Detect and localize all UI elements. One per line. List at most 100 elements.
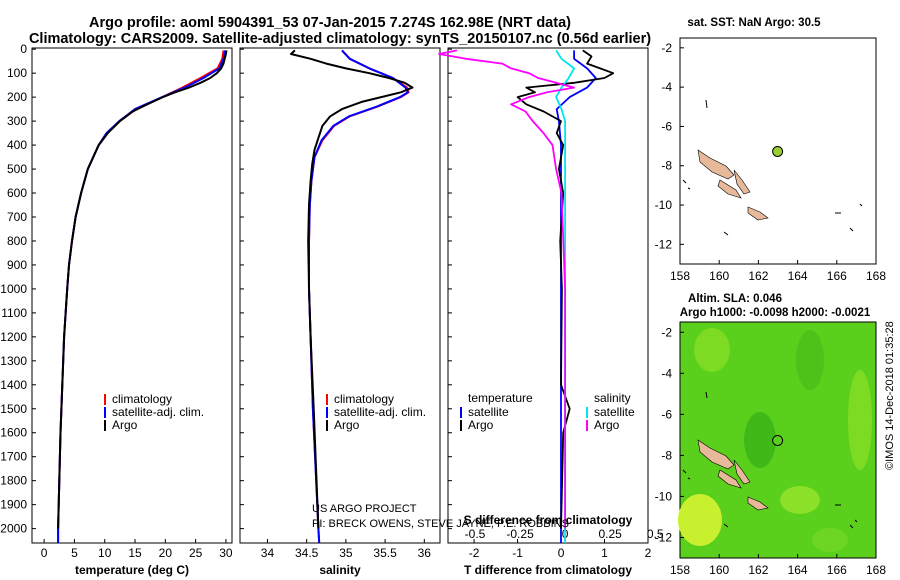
lat-tick-label: -4	[661, 366, 672, 380]
sla-patch	[694, 328, 730, 372]
depth-tick-label: 0	[20, 42, 27, 56]
lon-tick-label: 160	[709, 563, 729, 577]
profile-line-t-argo	[516, 49, 615, 529]
depth-tick-label: 1900	[0, 498, 27, 512]
figure-title-line1: Argo profile: aoml 5904391_53 07-Jan-201…	[89, 15, 571, 31]
t-difference-axis-label: T difference from climatology	[464, 563, 632, 577]
legend-label-satellite: satellite-adj. clim.	[334, 405, 426, 419]
s-diff-tick-label: 0.25	[598, 527, 622, 541]
depth-tick-label: 500	[7, 162, 27, 176]
salinity-axis-label: salinity	[319, 563, 361, 577]
salinity-legend: climatology satellite-adj. clim. Argo	[326, 392, 426, 432]
sla-patch	[848, 370, 872, 470]
sla-patch	[780, 486, 820, 514]
sla-map-subtitle: Argo h1000: -0.0098 h2000: -0.0021	[680, 307, 871, 319]
depth-tick-label: 1400	[0, 378, 27, 392]
profile-line-climatology	[57, 50, 225, 543]
island	[717, 469, 742, 489]
sla-patch	[812, 528, 848, 552]
profile-line-s-argo	[438, 49, 575, 529]
profile-line-argo	[57, 50, 228, 529]
temperature-plot-frame	[31, 47, 233, 544]
s-diff-tick-label: 0.5	[647, 527, 664, 541]
lat-tick-label: -2	[661, 41, 672, 55]
lat-tick-label: -6	[661, 119, 672, 133]
depth-tick-label: 800	[7, 234, 27, 248]
x-tick-label: 5	[71, 546, 78, 560]
lat-tick-label: -10	[655, 198, 673, 212]
small-islands	[682, 391, 858, 529]
figure-title-line2: Climatology: CARS2009. Satellite-adjuste…	[29, 31, 651, 47]
profile-line-argo	[290, 49, 414, 529]
x-tick-label: -1	[512, 546, 523, 560]
legend-swatch-climatology	[326, 394, 328, 405]
legend-swatch-satellite	[104, 407, 106, 418]
lon-tick-label: 164	[788, 269, 808, 283]
depth-tick-label: 700	[7, 210, 27, 224]
legend-label-argo: Argo	[112, 418, 138, 432]
x-tick-label: 0	[558, 546, 565, 560]
s-diff-tick-label: -0.5	[465, 527, 486, 541]
legend-heading-salinity: salinity	[594, 391, 631, 405]
lat-tick-label: -8	[661, 448, 672, 462]
depth-tick-label: 200	[7, 90, 27, 104]
sla-map-land	[682, 391, 858, 529]
lat-tick-label: -8	[661, 159, 672, 173]
island	[747, 496, 769, 511]
legend-label-climatology: climatology	[112, 392, 172, 406]
lon-tick-label: 168	[866, 269, 886, 283]
legend-swatch-s-argo	[586, 420, 588, 431]
x-tick-label: 30	[219, 546, 233, 560]
sla-map-ticks: 158 160 162 164 166 168 -2 -4 -6 -8 -10 -12	[655, 325, 887, 577]
temperature-axis-label: temperature (deg C)	[75, 563, 189, 577]
legend-label-satellite: satellite-adj. clim.	[112, 405, 204, 419]
small-islands	[682, 99, 863, 236]
depth-tick-label: 1100	[1, 306, 27, 320]
lat-tick-label: -12	[655, 237, 673, 251]
lat-tick-label: -2	[661, 325, 672, 339]
salinity-plot-frame	[239, 47, 441, 544]
depth-tick-label: 1300	[0, 354, 27, 368]
profile-lines	[57, 49, 615, 544]
sst-map-land	[682, 99, 863, 236]
argo-location-marker	[772, 434, 784, 446]
depth-tick-label: 900	[7, 258, 27, 272]
credit-pi: PI: BRECK OWENS, STEVE JAYNE, P.E. ROBBI…	[312, 518, 569, 530]
x-tick-label: 36	[418, 546, 432, 560]
x-tick-label: 25	[189, 546, 203, 560]
sla-patch	[796, 330, 824, 390]
depth-tick-label: 100	[7, 66, 27, 80]
axes-ticks: 0100200300400500600700800900100011001200…	[0, 42, 664, 560]
legend-swatch-argo	[326, 420, 328, 431]
lon-tick-label: 162	[748, 563, 768, 577]
lat-tick-label: -10	[655, 489, 673, 503]
depth-tick-label: 1200	[0, 330, 27, 344]
x-tick-label: -2	[469, 546, 480, 560]
sla-patch	[678, 494, 722, 546]
depth-tick-label: 400	[7, 138, 27, 152]
x-tick-label: 1	[601, 546, 608, 560]
lon-tick-label: 162	[748, 269, 768, 283]
legend-swatch-satellite	[326, 407, 328, 418]
legend-swatch-t-argo	[460, 420, 462, 431]
legend-label-s-satellite: satellite	[594, 405, 635, 419]
lon-tick-label: 160	[709, 269, 729, 283]
legend-swatch-t-satellite	[460, 407, 462, 418]
legend-heading-temperature: temperature	[468, 391, 533, 405]
island	[733, 459, 751, 485]
sst-map-ticks: 158 160 162 164 166 168 -2 -4 -6 -8 -10 -12	[655, 41, 887, 283]
lon-tick-label: 168	[866, 563, 886, 577]
depth-tick-label: 1500	[0, 402, 27, 416]
depth-tick-label: 600	[7, 186, 27, 200]
island	[717, 179, 742, 199]
s-diff-tick-label: -0.25	[506, 527, 534, 541]
x-tick-label: 10	[98, 546, 112, 560]
island	[733, 169, 751, 195]
x-tick-label: 15	[128, 546, 142, 560]
x-tick-label: 20	[159, 546, 173, 560]
x-tick-label: 34	[261, 546, 275, 560]
credit-project: US ARGO PROJECT	[312, 503, 417, 515]
profile-line-satellite-adj-clim-	[57, 50, 227, 543]
sst-map-title: sat. SST: NaN Argo: 30.5	[687, 17, 821, 29]
depth-tick-label: 300	[7, 114, 27, 128]
